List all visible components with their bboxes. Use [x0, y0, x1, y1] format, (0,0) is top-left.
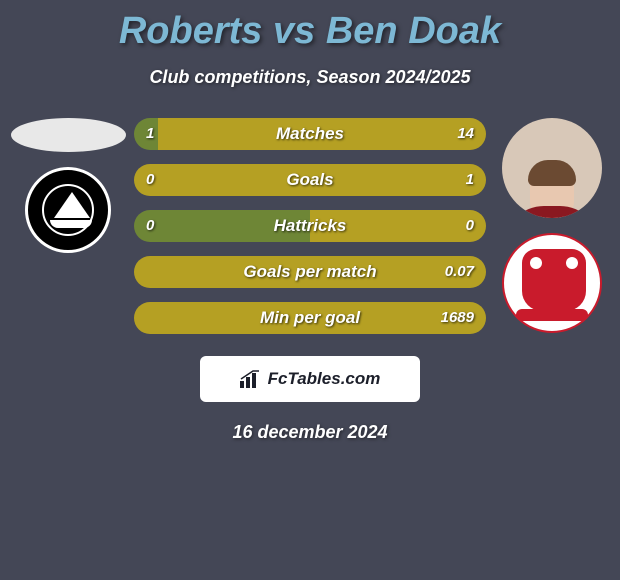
stat-label: Goals per match — [134, 256, 486, 288]
stat-row: 1689Min per goal — [134, 302, 486, 334]
stat-row: 0.07Goals per match — [134, 256, 486, 288]
date: 16 december 2024 — [0, 422, 620, 443]
right-side — [492, 118, 612, 334]
stat-row: 00Hattricks — [134, 210, 486, 242]
stat-bars: 114Matches 01Goals 00Hattricks 0.07Goals pe… — [128, 118, 492, 334]
chart-icon — [240, 370, 262, 388]
title-player1: Roberts — [119, 10, 263, 52]
stat-label: Min per goal — [134, 302, 486, 334]
stat-label: Goals — [134, 164, 486, 196]
stat-row: 114Matches — [134, 118, 486, 150]
page-title: Roberts vs Ben Doak — [0, 0, 620, 53]
player2-photo — [502, 118, 602, 218]
player2-club-badge — [502, 233, 602, 333]
title-player2: Ben Doak — [326, 10, 501, 52]
player1-photo — [11, 118, 126, 152]
stat-label: Hattricks — [134, 210, 486, 242]
stat-label: Matches — [134, 118, 486, 150]
comparison-content: 114Matches 01Goals 00Hattricks 0.07Goals pe… — [0, 118, 620, 334]
left-side — [8, 118, 128, 334]
title-vs: vs — [273, 10, 315, 52]
player1-club-badge — [25, 167, 111, 253]
stat-row: 01Goals — [134, 164, 486, 196]
attribution-badge: FcTables.com — [200, 356, 420, 402]
subtitle: Club competitions, Season 2024/2025 — [0, 67, 620, 88]
attribution-text: FcTables.com — [268, 369, 381, 389]
